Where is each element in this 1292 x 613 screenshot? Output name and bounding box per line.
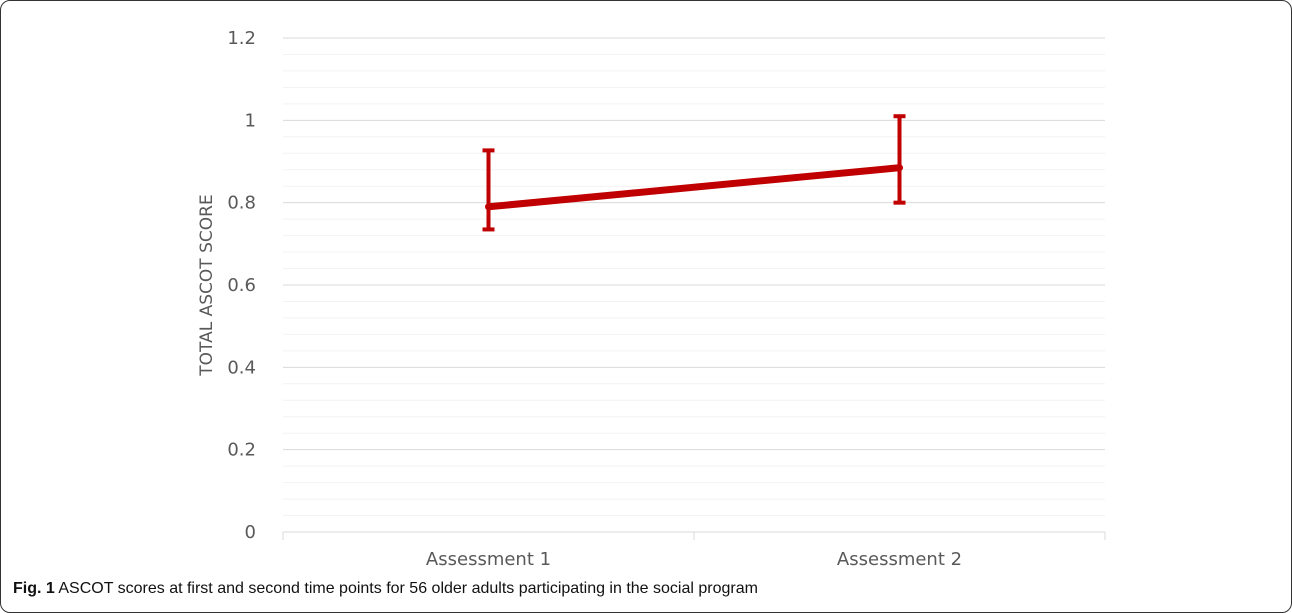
figure-caption-text: ASCOT scores at first and second time po… [58, 580, 758, 597]
y-tick-label: 0.8 [227, 193, 256, 214]
series-line [485, 164, 903, 211]
data-point [896, 164, 903, 171]
x-tick-label: Assessment 2 [837, 549, 962, 570]
y-axis-title: TOTAL ASCOT SCORE [197, 194, 217, 376]
y-tick-label: 0.4 [227, 357, 256, 378]
error-bar [482, 148, 495, 232]
y-tick-labels: 0 0.2 0.4 0.6 0.8 1 1.2 [227, 28, 256, 543]
error-bar [893, 114, 906, 205]
figure-caption-label: Fig. 1 [13, 580, 55, 597]
x-tick-label: Assessment 1 [426, 549, 551, 570]
y-tick-label: 1 [245, 110, 256, 131]
y-tick-label: 1.2 [227, 28, 256, 49]
x-axis [282, 531, 1106, 540]
y-tick-label: 0 [245, 522, 256, 543]
data-point [485, 203, 492, 210]
major-gridlines [283, 37, 1105, 451]
series-layer [482, 114, 906, 232]
minor-gridlines [283, 53, 1105, 517]
x-tick-labels: Assessment 1 Assessment 2 [426, 549, 962, 570]
figure-caption: Fig. 1 ASCOT scores at first and second … [13, 580, 758, 598]
y-tick-label: 0.6 [227, 275, 256, 296]
y-tick-label: 0.2 [227, 440, 256, 461]
